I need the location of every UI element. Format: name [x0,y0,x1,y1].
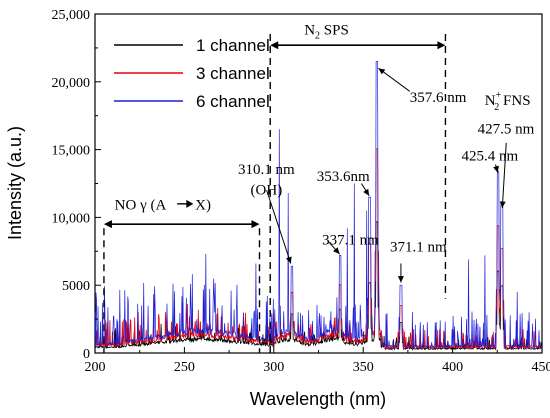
peak-arrowhead [363,188,370,196]
peak-leader-line [501,142,507,208]
x-tick-label: 350 [353,360,374,375]
transition-arrow-icon [186,199,194,208]
n2-sps-label: N2 SPS [304,22,349,41]
peak-label: 425.4 nm [462,148,519,164]
y-tick-label: 15,000 [52,144,91,159]
y-tick-label: 25,000 [52,8,91,23]
series-3-channel-line [94,148,543,350]
y-axis-title: Intensity (a.u.) [5,126,25,240]
peak-arrowhead [397,276,404,283]
n2-sps-arrowhead-left [270,41,279,50]
x-tick-label: 200 [85,360,106,375]
no-gamma-label: NO γ (A [115,197,167,213]
n2-fns-label: N+ 2 FNS [485,90,531,113]
no-gamma-arrowhead-right [251,220,260,229]
peak-arrowhead [285,256,292,264]
annotations: NO γ (A X) N2 SPS N+ 2 FNS 310.1 nm (OH) 337.1 … [103,22,535,353]
n2-sps-arrowhead-right [437,41,446,50]
peak-label: 427.5 nm [478,121,535,137]
legend-label: 6 channel [196,92,270,111]
no-gamma-label-end: X) [195,197,211,213]
x-axis-title: Wavelength (nm) [250,389,386,409]
y-tick-label: 5000 [62,279,90,294]
peak-arrowhead [493,165,499,173]
legend: 1 channel 3 channel 6 channel [114,36,270,111]
peak-label: 353.6nm [317,169,370,185]
peak-leader-line [266,190,292,264]
peak-label: (OH) [251,182,283,198]
x-tick-label: 450 [532,360,550,375]
traces [94,61,543,351]
ticks: 200 250 300 350 400 450 0 5000 10,000 15,000 20,00… [52,8,550,375]
peak-label: 310.1 nm [238,162,295,178]
y-tick-label: 10,000 [52,211,91,226]
x-tick-label: 250 [174,360,195,375]
no-gamma-arrowhead-left [103,220,112,229]
x-tick-label: 300 [263,360,284,375]
y-tick-label: 0 [83,347,90,362]
peak-label: 371.1 nm [390,239,447,255]
series-1-channel-line [94,221,543,351]
series-6-channel-line [94,61,543,349]
peak-arrowhead [499,201,506,208]
x-tick-label: 400 [442,360,463,375]
legend-label: 1 channel [196,36,270,55]
peak-leader-line [378,67,410,92]
peak-arrowhead [378,68,386,75]
peak-arrowhead [333,247,340,255]
y-tick-label: 20,000 [52,76,91,91]
peak-label: 357.6 nm [410,90,467,106]
peak-label: 337.1 nm [322,233,379,249]
legend-label: 3 channel [196,64,270,83]
